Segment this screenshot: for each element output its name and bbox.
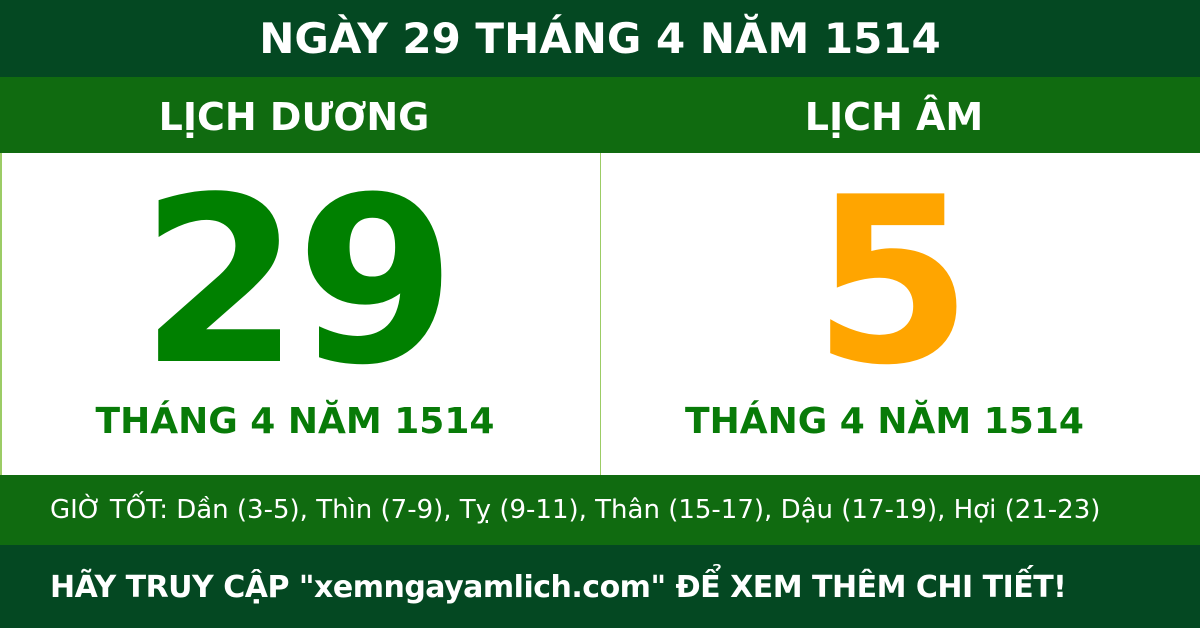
lunar-heading: LỊCH ÂM xyxy=(804,95,984,139)
solar-day: 29 xyxy=(139,149,456,416)
good-hours: GIỜ TỐT: Dần (3-5), Thìn (7-9), Tỵ (9-11… xyxy=(0,475,1200,545)
solar-month-year: THÁNG 4 NĂM 1514 xyxy=(95,401,495,442)
solar-heading: LỊCH DƯƠNG xyxy=(158,95,430,139)
lunar-day: 5 xyxy=(812,149,972,416)
lunar-panel: 5 THÁNG 4 NĂM 1514 xyxy=(600,153,1200,475)
lunar-month-year: THÁNG 4 NĂM 1514 xyxy=(685,401,1084,442)
footer-cta: HÃY TRUY CẬP "xemngayamlich.com" ĐỂ XEM … xyxy=(0,545,1200,628)
page-title: NGÀY 29 THÁNG 4 NĂM 1514 xyxy=(0,0,1200,77)
calendar-headers: LỊCH DƯƠNG LỊCH ÂM xyxy=(0,77,1200,153)
solar-panel: 29 THÁNG 4 NĂM 1514 xyxy=(0,153,600,475)
